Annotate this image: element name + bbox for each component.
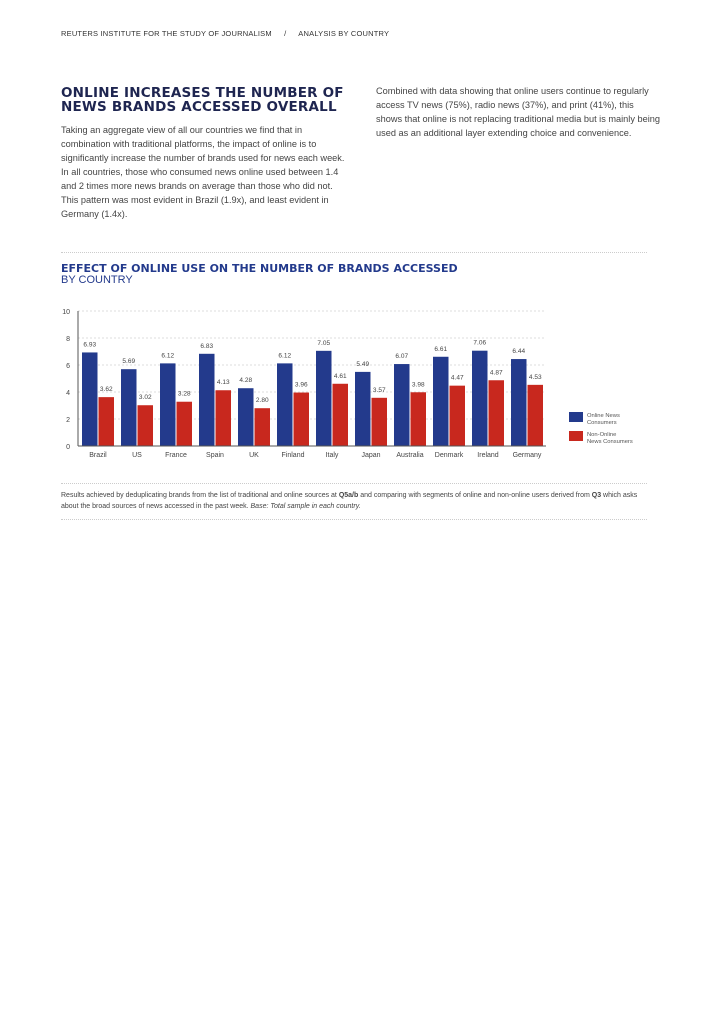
legend-swatch	[569, 412, 583, 422]
data-label: 4.13	[217, 379, 230, 386]
bar-online	[121, 369, 137, 446]
chart-subtitle: BY COUNTRY	[61, 274, 133, 286]
x-tick-label: US	[132, 452, 142, 459]
chart-note: Results achieved by deduplicating brands…	[61, 490, 651, 512]
data-label: 6.83	[200, 343, 213, 350]
data-label: 4.53	[529, 374, 542, 381]
bar-non-online	[254, 408, 270, 446]
data-label: 7.05	[317, 340, 330, 347]
x-tick-label: Germany	[513, 452, 542, 459]
x-tick-label: Denmark	[435, 452, 464, 459]
bar-non-online	[332, 383, 348, 446]
legend-label: Consumers	[587, 420, 617, 426]
data-label: 6.07	[395, 353, 408, 360]
legend-label: Non-Online	[587, 432, 616, 438]
bar-online	[511, 359, 527, 446]
y-tick-label: 2	[66, 417, 70, 424]
header-separator: /	[284, 29, 287, 38]
paragraph-2: Combined with data showing that online u…	[376, 86, 660, 138]
bar-non-online	[98, 397, 114, 446]
data-label: 4.47	[451, 375, 464, 382]
data-label: 3.98	[412, 381, 425, 388]
bar-online	[472, 350, 488, 446]
bar-non-online	[176, 401, 192, 446]
bar-online	[160, 363, 176, 446]
data-label: 6.61	[434, 346, 447, 353]
data-label: 7.06	[473, 340, 486, 347]
data-label: 6.12	[161, 352, 174, 359]
legend-label: News Consumers	[587, 439, 633, 445]
x-tick-label: Finland	[282, 452, 305, 459]
y-tick-label: 4	[66, 390, 70, 397]
x-tick-label: Japan	[361, 452, 380, 459]
note-question-ref: Q3	[591, 492, 602, 499]
data-label: 4.61	[334, 373, 347, 380]
divider	[61, 252, 647, 253]
bar-online	[277, 363, 293, 446]
data-label: 3.62	[100, 386, 113, 393]
note-text: Results achieved by deduplicating brands…	[61, 492, 339, 499]
bar-online	[238, 388, 254, 446]
chart-title: EFFECT OF ONLINE USE ON THE NUMBER OF BR…	[61, 262, 458, 275]
data-label: 6.44	[512, 348, 525, 355]
note-question-ref: Q5a/b	[338, 492, 359, 499]
article-title: ONLINE INCREASES THE NUMBER OF NEWS BRAN…	[61, 85, 344, 115]
bar-online	[394, 364, 410, 446]
data-label: 4.28	[239, 377, 252, 384]
data-label: 4.87	[490, 369, 503, 376]
paragraph-1: Taking an aggregate view of all our coun…	[61, 125, 345, 219]
legend-swatch	[569, 431, 583, 441]
bar-online	[316, 350, 332, 446]
y-tick-label: 8	[66, 336, 70, 343]
bar-online	[82, 352, 98, 446]
header-org: REUTERS INSTITUTE FOR THE STUDY OF JOURN…	[61, 29, 272, 38]
bar-non-online	[215, 390, 231, 446]
bar-chart: 0 2 4 6 8 10 6.93 3.62 Brazil 5.69 3.02 US 6.12 3.28 F…	[62, 309, 633, 459]
divider	[61, 519, 647, 520]
y-tick-label: 0	[66, 444, 70, 451]
x-tick-label: UK	[249, 452, 259, 459]
running-header: REUTERS INSTITUTE FOR THE STUDY OF JOURN…	[61, 29, 399, 38]
x-tick-label: Ireland	[477, 452, 499, 459]
y-tick-label: 10	[62, 309, 70, 316]
data-label: 3.28	[178, 391, 191, 398]
legend-label: Online News	[587, 413, 620, 419]
data-label: 3.02	[139, 394, 152, 401]
note-text: which asks about the broad sources of ne…	[61, 492, 638, 510]
y-tick-label: 6	[66, 363, 70, 370]
data-label: 3.96	[295, 382, 308, 389]
data-label: 5.49	[356, 361, 369, 368]
bar-non-online	[410, 392, 426, 446]
data-label: 5.69	[122, 358, 135, 365]
x-tick-label: Brazil	[89, 452, 107, 459]
x-tick-label: Italy	[326, 452, 339, 459]
bar-non-online	[137, 405, 153, 446]
x-tick-label: Spain	[206, 452, 224, 459]
bar-online	[433, 356, 449, 446]
note-text: and comparing with segments of online an…	[358, 492, 592, 499]
data-label: 6.12	[278, 352, 291, 359]
data-label: 3.57	[373, 387, 386, 394]
header-section: ANALYSIS BY COUNTRY	[298, 29, 390, 38]
bar-non-online	[449, 385, 465, 446]
bar-online	[355, 371, 371, 446]
divider	[61, 483, 647, 484]
x-tick-label: France	[165, 452, 187, 459]
note-base: Base: Total sample in each country.	[250, 503, 361, 510]
x-tick-label: Australia	[396, 452, 423, 459]
bar-online	[199, 353, 215, 446]
data-label: 2.80	[256, 397, 269, 404]
bar-non-online	[527, 384, 543, 446]
data-label: 6.93	[83, 341, 96, 348]
bar-non-online	[371, 397, 387, 446]
bar-non-online	[293, 392, 309, 446]
bar-non-online	[488, 380, 504, 446]
